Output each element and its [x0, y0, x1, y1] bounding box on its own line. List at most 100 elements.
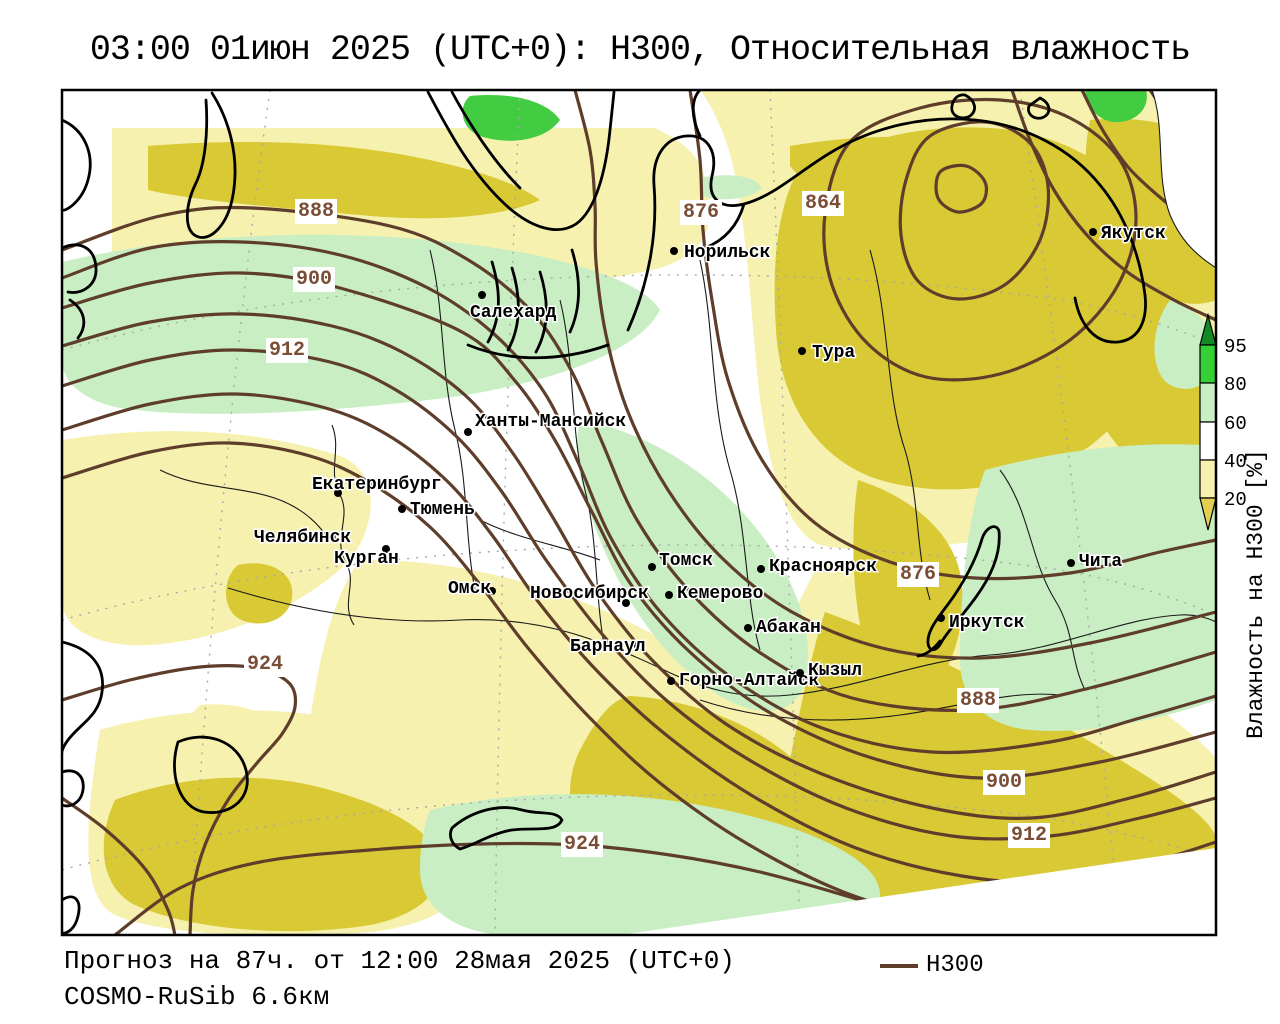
svg-text:888: 888 [298, 200, 334, 223]
colorbar-arrow-bottom [1199, 497, 1217, 531]
svg-text:912: 912 [1011, 824, 1047, 847]
contour-label: 876 [896, 562, 940, 587]
city-label: Кемерово [677, 584, 763, 604]
contour-label: 900 [292, 267, 336, 292]
coastlines [62, 90, 1147, 935]
h300-contour-line [62, 239, 1216, 755]
h300-contour-line [62, 796, 177, 935]
humidity-field [62, 90, 1216, 935]
contour-label: 924 [560, 832, 604, 857]
city-label: Салехард [470, 303, 557, 323]
svg-text:864: 864 [805, 192, 841, 215]
colorbar-tick: 95 [1224, 336, 1247, 358]
city-dot [744, 624, 752, 632]
colorbar-segment [1199, 421, 1217, 461]
svg-text:900: 900 [296, 268, 332, 291]
city-label: Барнаул [570, 637, 646, 657]
contour-label: 912 [1007, 823, 1051, 848]
svg-text:876: 876 [683, 201, 719, 224]
city-dot [670, 247, 678, 255]
city-label: Омск [448, 579, 491, 599]
city-label: Челябинск [254, 527, 351, 548]
svg-text:912: 912 [269, 339, 305, 362]
domain-edges [620, 90, 1216, 935]
city-dot [382, 545, 390, 553]
city-dot [334, 489, 342, 497]
contour-label: 864 [801, 191, 845, 216]
svg-text:900: 900 [986, 771, 1022, 794]
city-label: Чита [1079, 552, 1122, 572]
city-dot [622, 599, 630, 607]
model-info: COSMO-RuSib 6.6км [64, 982, 330, 1012]
h300-contour-line [822, 97, 1138, 382]
city-dot [478, 291, 486, 299]
city-label: Томск [659, 551, 713, 571]
city-dot [488, 587, 496, 595]
h300-line-sample [880, 963, 918, 968]
h300-contour-line [688, 90, 1216, 581]
city-label: Иркутск [949, 613, 1025, 633]
h300-contour-line [934, 163, 989, 214]
contour-label: 900 [982, 770, 1026, 795]
svg-text:924: 924 [564, 833, 600, 856]
city-label: Абакан [756, 617, 821, 638]
h300-contour-line [62, 664, 298, 935]
contour-label: 888 [294, 199, 338, 224]
h300-contour-line [62, 312, 1216, 820]
city-label: Кызыл [808, 661, 862, 681]
city-label: Горно-Алтайск [679, 671, 820, 691]
h300-contour-line [62, 271, 1216, 780]
city-dot [1089, 228, 1097, 236]
city-label: Ханты-Мансийск [475, 412, 626, 432]
city-label: Тюмень [410, 500, 475, 520]
contour-labels: 888 900 912 876 864 876 924 924 888 900 912 [243, 191, 1051, 857]
city-label: Екатеринбург [312, 474, 442, 495]
city-dot [328, 533, 336, 541]
colorbar-segment [1199, 459, 1217, 499]
svg-text:924: 924 [247, 653, 283, 676]
colorbar-axis-label: Влажность на H300 [%] [1243, 449, 1269, 739]
h300-legend-label: H300 [926, 952, 984, 979]
page-title: 03:00 01июн 2025 (UTC+0): H300, Относите… [89, 30, 1191, 70]
city-dot [937, 614, 945, 622]
city-dot [648, 563, 656, 571]
colorbar-tick: 20 [1224, 489, 1247, 511]
city-label: Красноярск [769, 557, 877, 577]
svg-text:876: 876 [900, 563, 936, 586]
forecast-info: Прогноз на 87ч. от 12:00 28мая 2025 (UTC… [64, 946, 735, 976]
contour-legend: H300 [880, 952, 984, 979]
city-dot [398, 505, 406, 513]
city-dot [667, 677, 675, 685]
city-label: Якутск [1101, 224, 1166, 244]
contour-label: 876 [679, 200, 723, 225]
city-label: Тура [812, 343, 855, 363]
city-label: Курган [334, 549, 399, 569]
city-markers: Норильск Якутск Тура Салехард Ханты-Мансийск… [253, 223, 1168, 693]
h300-contour-line [898, 120, 1051, 301]
city-dot [798, 347, 806, 355]
colorbar-tick: 60 [1224, 413, 1247, 435]
contour-label: 888 [956, 688, 1000, 713]
city-dot [1067, 559, 1075, 567]
contour-label: 912 [265, 338, 309, 363]
h300-contour-line [573, 90, 1216, 660]
city-label: Новосибирск [530, 583, 649, 604]
colorbar-segment [1199, 344, 1217, 384]
colorbar-segment [1199, 382, 1217, 423]
city-dot [665, 591, 673, 599]
colorbar-tick: 40 [1224, 451, 1247, 473]
city-dot [757, 565, 765, 573]
city-dot [796, 669, 804, 677]
city-dot [464, 428, 472, 436]
contour-label: 924 [243, 652, 287, 677]
h300-contour-line [62, 441, 1032, 935]
colorbar-tick: 80 [1224, 374, 1247, 396]
city-label: Норильск [684, 243, 771, 263]
h300-contours [62, 90, 1216, 935]
map-frame [60, 88, 1218, 937]
svg-text:888: 888 [960, 689, 996, 712]
city-dot [633, 642, 641, 650]
